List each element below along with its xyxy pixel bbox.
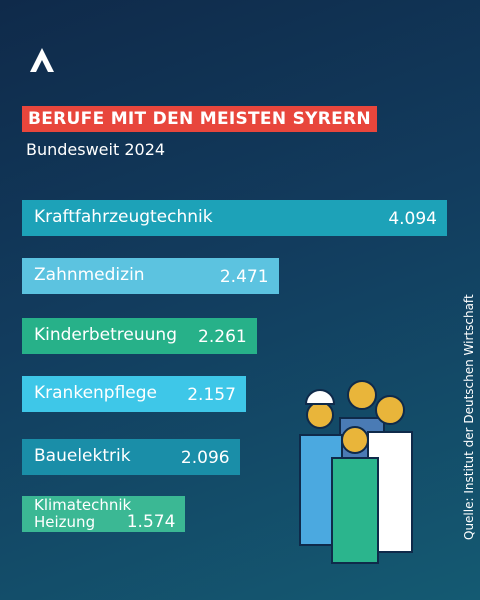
category-label: Krankenpflege [34,383,158,403]
value-label: 2.157 [187,385,236,405]
bar [22,439,240,475]
chart-title: BERUFE MIT DEN MEISTEN SYRERN [22,106,377,132]
category-label: Klimatechnik Heizung [34,496,132,531]
value-label: 1.574 [126,512,176,532]
source: Quelle: Institut der Deutschen Wirtschaf… [462,294,476,540]
bar [22,200,447,236]
bar [22,376,246,412]
illustration [299,380,413,564]
chart-subtitle: Bundesweit 2024 [26,140,166,159]
bar [22,496,186,532]
value-label: 4.094 [388,209,437,229]
logo [30,48,54,72]
bar [22,258,279,294]
value-label: 2.261 [198,327,247,347]
category-label: Zahnmedizin [34,265,145,285]
value-label: 2.096 [180,448,230,468]
category-label: Bauelektrik [34,446,131,466]
category-label: Kraftfahrzeugtechnik [34,207,213,227]
value-label: 2.471 [219,267,269,287]
category-label: Kinderbetreuung [34,325,177,345]
bar [22,318,257,354]
